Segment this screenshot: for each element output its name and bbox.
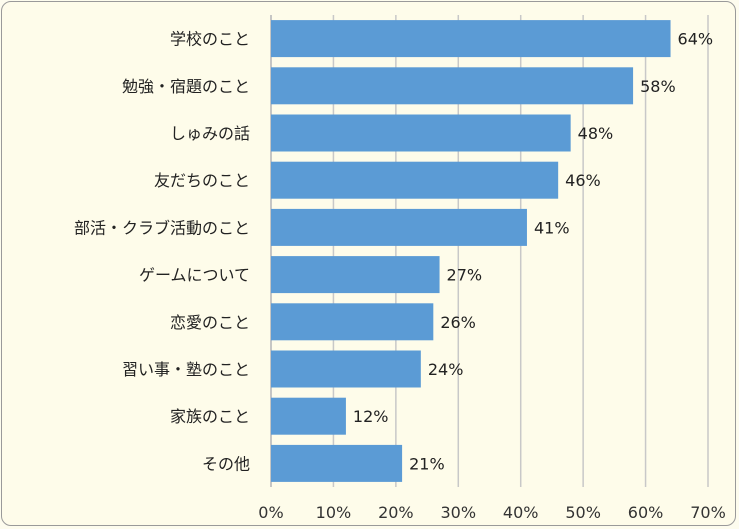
data-label: 24% bbox=[428, 360, 464, 379]
data-label: 58% bbox=[640, 77, 676, 96]
bar bbox=[271, 444, 403, 482]
x-axis-ticks: 0% 10% 20% 30% 40% 50% 60% 70% bbox=[258, 503, 725, 522]
x-tick-label: 60% bbox=[628, 503, 664, 522]
bar bbox=[271, 20, 671, 58]
bar bbox=[271, 303, 434, 341]
data-label: 27% bbox=[447, 266, 483, 285]
category-label: 勉強・宿題のこと bbox=[122, 77, 250, 96]
bar bbox=[271, 397, 346, 435]
data-label: 26% bbox=[440, 313, 476, 332]
bar bbox=[271, 256, 440, 294]
x-tick-label: 40% bbox=[503, 503, 539, 522]
category-label: しゅみの話 bbox=[170, 124, 250, 143]
category-label: その他 bbox=[202, 454, 250, 473]
category-label: ゲームについて bbox=[139, 266, 250, 285]
x-tick-label: 0% bbox=[258, 503, 283, 522]
bar bbox=[271, 67, 634, 105]
x-tick-label: 20% bbox=[378, 503, 414, 522]
data-label: 21% bbox=[409, 454, 445, 473]
bar bbox=[271, 350, 421, 388]
x-tick-label: 30% bbox=[441, 503, 477, 522]
category-label: 習い事・塾のこと bbox=[122, 360, 250, 379]
data-label: 48% bbox=[578, 124, 614, 143]
data-label: 46% bbox=[565, 171, 601, 190]
x-tick-label: 10% bbox=[316, 503, 352, 522]
bar bbox=[271, 161, 559, 199]
data-label: 41% bbox=[534, 218, 570, 237]
data-labels: 64% 58% 48% 46% 41% 27% 26% 24% 12% 21% bbox=[353, 30, 713, 474]
data-label: 64% bbox=[678, 30, 714, 49]
data-label: 12% bbox=[353, 407, 389, 426]
category-label: 家族のこと bbox=[170, 407, 250, 426]
category-label: 友だちのこと bbox=[154, 171, 250, 190]
category-label: 部活・クラブ活動のこと bbox=[74, 218, 250, 237]
category-label: 恋愛のこと bbox=[170, 313, 250, 332]
bars bbox=[271, 20, 671, 482]
bar bbox=[271, 208, 527, 246]
x-tick-label: 50% bbox=[565, 503, 601, 522]
x-tick-label: 70% bbox=[690, 503, 726, 522]
category-labels: 学校のこと勉強・宿題のことしゅみの話友だちのこと部活・クラブ活動のことゲームにつ… bbox=[74, 30, 250, 474]
category-label: 学校のこと bbox=[170, 30, 250, 49]
bar bbox=[271, 114, 571, 152]
